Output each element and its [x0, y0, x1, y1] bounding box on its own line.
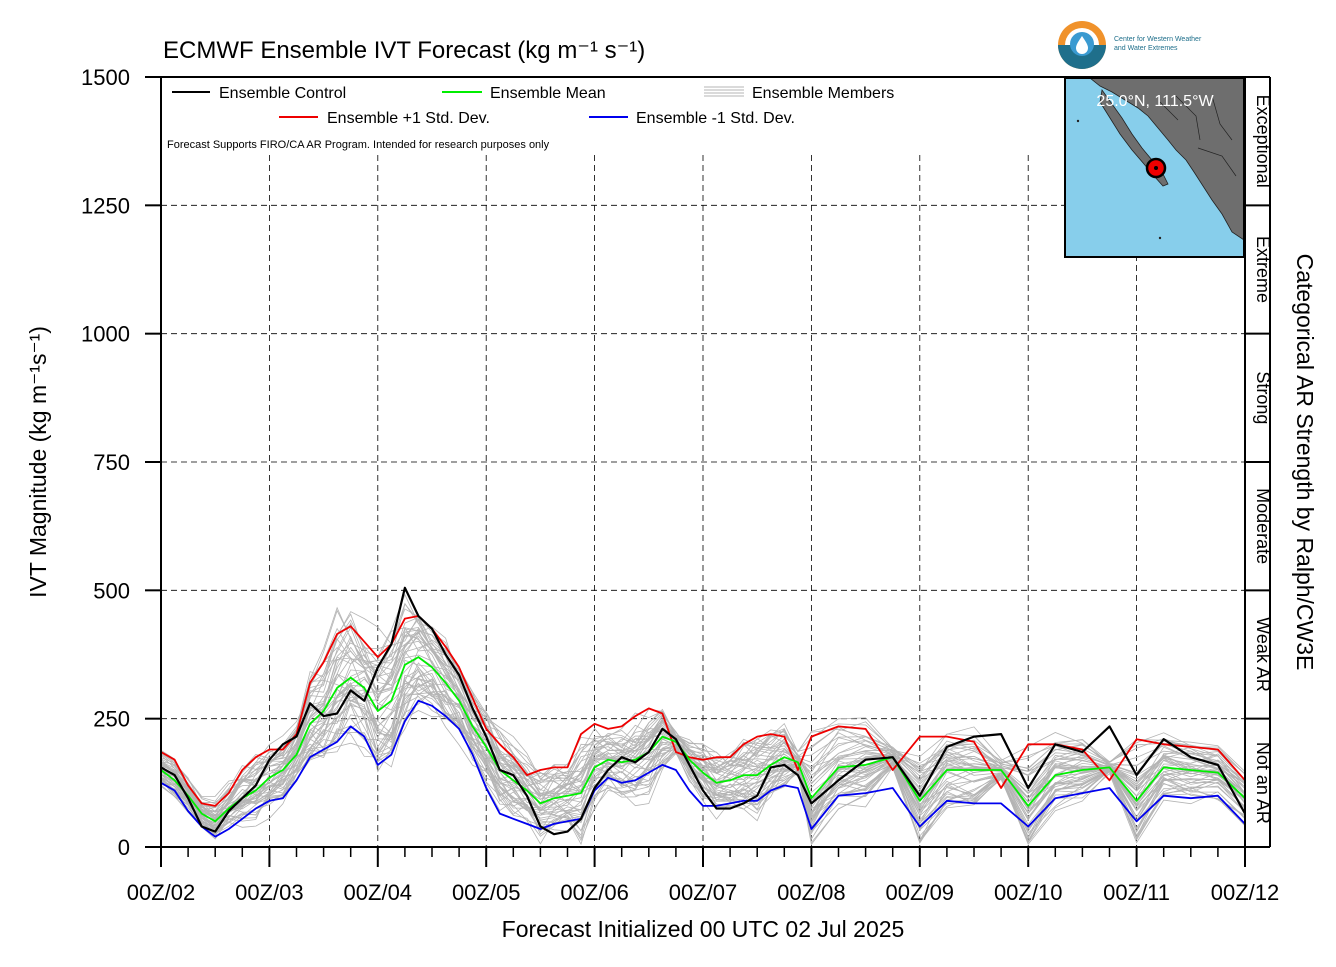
y-tick-label: 0: [118, 835, 130, 860]
x-tick-label: 00Z/09: [886, 880, 955, 905]
x-tick-label: 00Z/10: [994, 880, 1063, 905]
ensemble-member-line: [160, 657, 1246, 824]
legend-label-mean: Ensemble Mean: [490, 85, 606, 102]
y-tick-label: 500: [93, 578, 130, 603]
legend-label-plus-std: Ensemble +1 Std. Dev.: [327, 110, 490, 127]
y-tick-label: 1250: [81, 193, 130, 218]
y-tick-label: 250: [93, 707, 130, 732]
category-label: Weak AR: [1253, 617, 1273, 692]
y-tick-label: 1000: [81, 322, 130, 347]
ensemble-member-line: [160, 626, 1246, 813]
logo-water-drop-icon: [1076, 36, 1088, 54]
legend-swatch-members: [704, 86, 744, 97]
x-axis: 00Z/02 00Z/03 00Z/04 00Z/05 00Z/06 00Z/07 00Z/…: [127, 847, 1280, 905]
logo-text-line2: and Water Extremes: [1114, 45, 1178, 52]
chart-title: ECMWF Ensemble IVT Forecast (kg m⁻¹ s⁻¹): [163, 37, 645, 64]
category-label: Moderate: [1253, 488, 1273, 564]
location-marker-center: [1154, 166, 1158, 170]
ensemble-member-line: [160, 673, 1246, 831]
grid: [161, 155, 1245, 847]
ensemble-member-line: [160, 602, 1246, 802]
ensemble-member-line: [160, 659, 1246, 823]
legend-label-control: Ensemble Control: [219, 85, 346, 102]
y-tick-label: 1500: [81, 65, 130, 90]
ensemble-member-line: [160, 630, 1246, 821]
cw3e-logo: Center for Western Weather and Water Ext…: [1058, 21, 1202, 69]
y-tick-label: 750: [93, 450, 130, 475]
ensemble-member-line: [160, 666, 1246, 843]
ar-category-axis: Not an AR Weak AR Moderate Strong Extreme Exc…: [1245, 76, 1273, 848]
ensemble-member-line: [160, 710, 1246, 843]
legend: Ensemble Control Ensemble Mean Ensemble …: [167, 85, 894, 151]
ensemble-member-line: [160, 606, 1246, 809]
category-label: Exceptional: [1253, 95, 1273, 188]
x-axis-label: Forecast Initialized 00 UTC 02 Jul 2025: [502, 916, 905, 942]
x-tick-label: 00Z/07: [669, 880, 738, 905]
ensemble-member-line: [160, 692, 1246, 834]
right-axis-label: Categorical AR Strength by Ralph/CW3E: [1292, 254, 1318, 671]
x-tick-label: 00Z/05: [452, 880, 521, 905]
x-tick-label: 00Z/02: [127, 880, 196, 905]
legend-label-members: Ensemble Members: [752, 85, 894, 102]
x-tick-label: 00Z/03: [235, 880, 304, 905]
inset-mainland: [1088, 77, 1245, 241]
inset-frame: [1064, 77, 1245, 258]
logo-wave-icon: [1058, 45, 1106, 69]
x-tick-label: 00Z/11: [1103, 880, 1170, 905]
y-axis-label: IVT Magnitude (kg m⁻¹s⁻¹): [25, 326, 51, 598]
ensemble-member-line: [160, 662, 1246, 823]
ensemble-member-line: [160, 593, 1246, 812]
inset-borders: [1159, 95, 1237, 177]
ensemble-member-line: [160, 682, 1246, 830]
inset-island: [1158, 236, 1162, 240]
x-tick-label: 00Z/04: [344, 880, 413, 905]
series-lines: [160, 586, 1246, 838]
plus-std-line: [160, 615, 1246, 807]
category-label: Not an AR: [1253, 742, 1273, 824]
logo-text-line1: Center for Western Weather: [1114, 36, 1202, 43]
control-line: [160, 586, 1246, 836]
inset-location-label: 25.0°N, 111.5°W: [1096, 93, 1214, 110]
ensemble-members: [160, 593, 1246, 846]
x-tick-label: 00Z/08: [777, 880, 846, 905]
y-axis: 0 250 500 750 1000 1250 1500: [81, 65, 161, 860]
x-tick-label: 00Z/06: [560, 880, 629, 905]
mean-line: [160, 656, 1246, 823]
inset-island: [1076, 119, 1080, 123]
category-label: Extreme: [1253, 236, 1273, 303]
ensemble-member-line: [160, 654, 1246, 840]
ensemble-member-line: [160, 670, 1246, 846]
research-note: Forecast Supports FIRO/CA AR Program. In…: [167, 139, 550, 151]
location-inset-map: 25.0°N, 111.5°W: [1064, 77, 1245, 258]
ensemble-member-line: [160, 692, 1246, 844]
x-tick-label: 00Z/12: [1211, 880, 1280, 905]
legend-label-minus-std: Ensemble -1 Std. Dev.: [636, 110, 795, 127]
category-label: Strong: [1253, 371, 1273, 424]
